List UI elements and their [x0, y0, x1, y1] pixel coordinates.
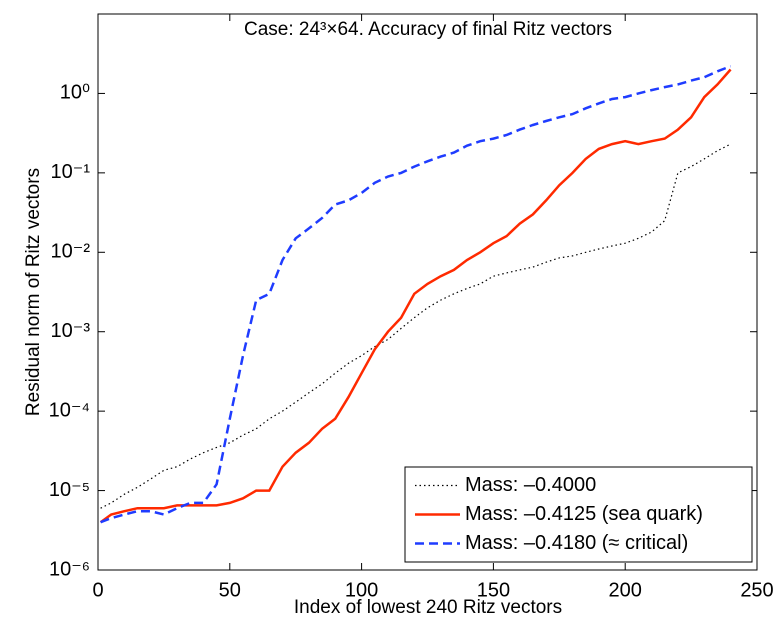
x-tick-label: 50	[219, 579, 241, 601]
plot-frame	[97, 13, 758, 571]
legend-label: Mass: –0.4125 (sea quark)	[465, 503, 703, 525]
x-tick-label: 150	[477, 579, 510, 601]
y-tick-label: 10⁰	[60, 82, 90, 104]
y-tick-label: 10⁻⁶	[49, 558, 90, 580]
y-tick-label: 10⁻²	[51, 241, 91, 263]
x-axis-label: Index of lowest 240 Ritz vectors	[294, 597, 562, 618]
legend-box	[404, 466, 753, 563]
y-axis-label: Residual norm of Ritz vectors	[23, 168, 44, 416]
x-tick-label: 200	[609, 579, 642, 601]
legend-label: Mass: –0.4180 (≈ critical)	[465, 532, 688, 554]
y-tick-label: 10⁻⁵	[49, 479, 90, 501]
series-line	[100, 65, 732, 524]
y-tick-label: 10⁻¹	[51, 161, 91, 183]
legend-label: Mass: –0.4000	[465, 474, 596, 496]
series-line	[100, 143, 731, 509]
y-tick-label: 10⁻⁴	[49, 399, 90, 421]
y-tick-label: 10⁻³	[51, 320, 91, 342]
series-line	[99, 68, 732, 524]
x-tick-label: 100	[345, 579, 378, 601]
x-tick-label: 250	[740, 579, 773, 601]
x-tick-label: 0	[92, 579, 103, 601]
chart-title: Case: 24³×64. Accuracy of final Ritz vec…	[244, 19, 612, 40]
